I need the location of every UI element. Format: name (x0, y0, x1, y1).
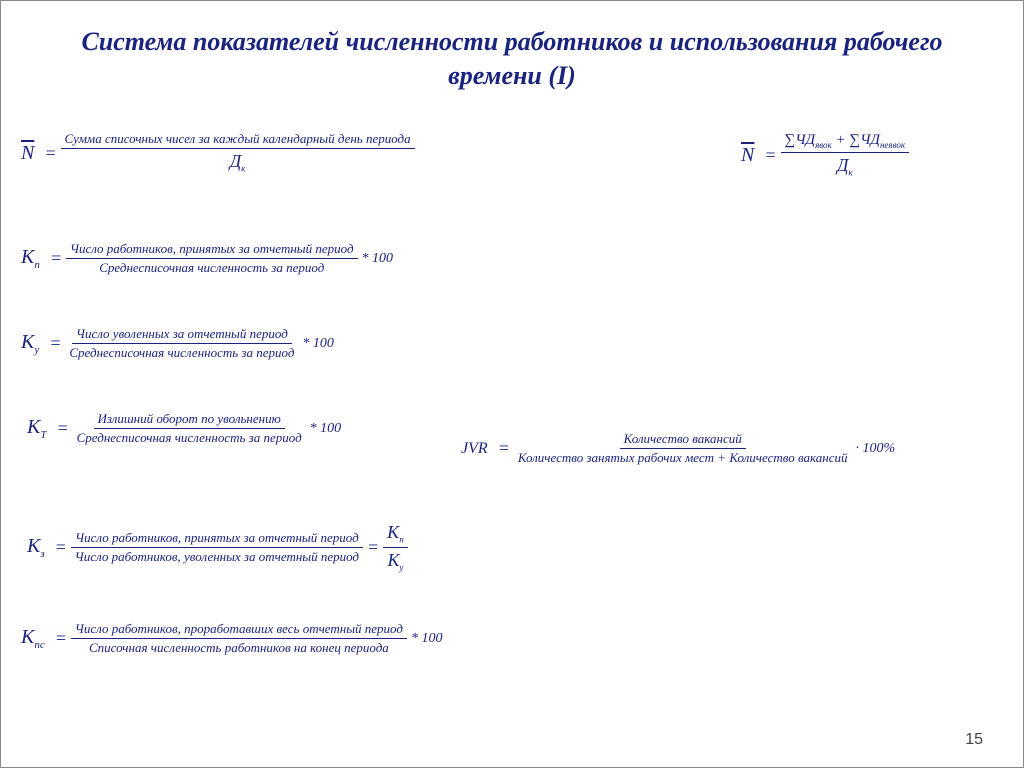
denominator: Количество занятых рабочих мест + Количе… (514, 449, 852, 466)
denominator: Среднесписочная численность за период (65, 344, 298, 361)
denominator: Дк (226, 149, 250, 175)
numerator: Излишний оборот по увольнению (94, 411, 285, 429)
fraction: Число работников, принятых за отчетный п… (71, 530, 363, 566)
formula-k-ps: Kпс = Число работников, проработавших ве… (21, 621, 442, 657)
formula-n-bar-2: N = ∑ЧДявок + ∑ЧДнеявок Дк (741, 131, 909, 179)
denominator: Списочная численность работников на коне… (85, 639, 393, 656)
page-number: 15 (965, 731, 983, 749)
page-title: Система показателей численности работник… (1, 1, 1023, 103)
equals: = (55, 628, 67, 649)
fraction: Излишний оборот по увольнению Среднеспис… (73, 411, 306, 447)
fraction: Число работников, проработавших весь отч… (71, 621, 407, 657)
formula-k-p: Kп = Число работников, принятых за отчет… (21, 241, 393, 277)
formula-k-z: Kз = Число работников, принятых за отчет… (27, 521, 408, 574)
lhs: KТ (27, 416, 46, 441)
lhs: Kпс (21, 626, 45, 651)
lhs: N (741, 144, 754, 167)
lhs: N (21, 142, 34, 165)
formula-jvr: JVR = Количество вакансий Количество зан… (461, 431, 895, 467)
numerator: Число работников, проработавших весь отч… (71, 621, 407, 639)
multiplier: * 100 (411, 631, 443, 647)
equals-2: = (367, 537, 379, 558)
equals: = (49, 333, 61, 354)
equals: = (56, 418, 68, 439)
fraction: Число работников, принятых за отчетный п… (66, 241, 358, 277)
fraction: ∑ЧДявок + ∑ЧДнеявок Дк (781, 131, 910, 179)
numerator: Число работников, принятых за отчетный п… (66, 241, 358, 259)
denominator: Среднесписочная численность за период (95, 259, 328, 276)
denominator: Среднесписочная численность за период (73, 429, 306, 446)
multiplier: * 100 (302, 336, 334, 352)
formula-n-bar-1: N = Сумма списочных чисел за каждый кале… (21, 131, 415, 175)
numerator: Число работников, принятых за отчетный п… (71, 530, 363, 548)
denominator: Число работников, уволенных за отчетный … (71, 548, 363, 565)
numerator: Число уволенных за отчетный период (72, 326, 292, 344)
fraction: Число уволенных за отчетный период Средн… (65, 326, 298, 362)
numerator: ∑ЧДявок + ∑ЧДнеявок (781, 131, 910, 153)
formula-k-u: Kу = Число уволенных за отчетный период … (21, 326, 334, 362)
equals: = (764, 145, 776, 166)
fraction: Сумма списочных чисел за каждый календар… (61, 131, 415, 175)
multiplier: * 100 (362, 251, 394, 267)
numerator: Количество вакансий (620, 431, 746, 449)
equals: = (50, 248, 62, 269)
denominator: Дк (833, 153, 857, 179)
multiplier: * 100 (310, 421, 342, 437)
lhs: JVR (461, 440, 488, 458)
fraction-rhs: Kп Ку (383, 521, 408, 574)
numerator: Сумма списочных чисел за каждый календар… (61, 131, 415, 149)
lhs: Kу (21, 331, 39, 356)
formula-k-t: KТ = Излишний оборот по увольнению Средн… (27, 411, 341, 447)
numerator-rhs: Kп (383, 521, 408, 548)
equals: = (44, 143, 56, 164)
equals: = (498, 438, 510, 459)
multiplier: · 100% (856, 441, 896, 457)
lhs: Kп (21, 246, 40, 271)
fraction: Количество вакансий Количество занятых р… (514, 431, 852, 467)
lhs: Kз (27, 535, 45, 560)
denominator-rhs: Ку (383, 548, 407, 574)
equals: = (55, 537, 67, 558)
